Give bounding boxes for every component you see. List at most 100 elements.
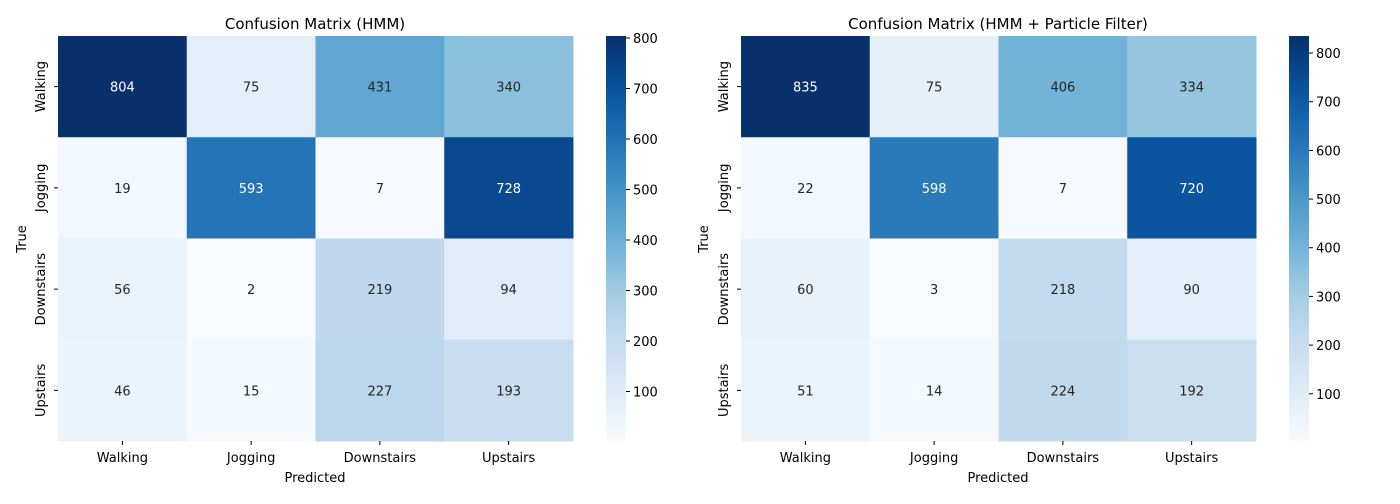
heatmap-cell	[869, 339, 999, 442]
heatmap-cell	[444, 238, 574, 341]
cell-value-label: 598	[922, 182, 947, 197]
heatmap-cell	[998, 238, 1128, 341]
colorbar: 100 200 300 400 500 600 700 800	[1289, 36, 1341, 441]
colorbar-tick-label: 600	[1316, 144, 1341, 159]
cell-value-label: 804	[110, 81, 135, 96]
x-axis-label: Predicted	[967, 471, 1028, 486]
y-tick-label: Jogging	[717, 164, 732, 213]
heatmap-cell	[315, 36, 445, 138]
chart-title: Confusion Matrix (HMM + Particle Filter)	[848, 15, 1148, 33]
colorbar-tick-label: 400	[1316, 242, 1341, 257]
colorbar-tick-label: 300	[1316, 290, 1341, 305]
cell-value-label: 51	[797, 384, 814, 399]
colorbar-tick-label: 500	[1316, 193, 1341, 208]
cell-value-label: 15	[243, 384, 260, 399]
heatmap-cell	[58, 339, 188, 442]
colorbar-tick-label: 800	[633, 32, 658, 47]
cell-value-label: 431	[367, 81, 392, 96]
heatmap-cell	[186, 238, 316, 341]
x-axis-label: Predicted	[284, 471, 345, 486]
x-tick-label: Jogging	[226, 451, 275, 466]
cell-value-label: 224	[1050, 384, 1075, 399]
heatmap-cells: 804 75 431 340 19 593 7 728 56 2 219 94 46 15 227 193	[58, 36, 574, 442]
cell-value-label: 19	[114, 182, 131, 197]
cell-value-label: 2	[247, 283, 255, 298]
heatmap-cell	[186, 36, 316, 138]
colorbar-tick-label: 700	[1316, 96, 1341, 111]
cell-value-label: 218	[1050, 283, 1075, 298]
heatmap-cell	[741, 339, 871, 442]
x-tick-label: Downstairs	[344, 451, 417, 466]
cell-value-label: 60	[797, 283, 814, 298]
y-tick-label: Downstairs	[34, 253, 49, 326]
cell-value-label: 728	[496, 182, 521, 197]
heatmap-cell	[998, 137, 1128, 239]
heatmap-cell	[315, 137, 445, 239]
cell-value-label: 7	[376, 182, 384, 197]
cell-value-label: 227	[367, 384, 392, 399]
colorbar-tick-label: 100	[633, 386, 658, 401]
y-tick-label: Downstairs	[717, 253, 732, 326]
cell-value-label: 334	[1179, 81, 1204, 96]
cell-value-label: 56	[114, 283, 131, 298]
heatmap-cell	[444, 339, 574, 442]
x-tick-label: Walking	[97, 451, 148, 466]
colorbar-tick-label: 100	[1316, 388, 1341, 403]
cell-value-label: 720	[1179, 182, 1204, 197]
heatmap-cell	[741, 238, 871, 341]
y-tick-label: Jogging	[34, 164, 49, 213]
y-tick-label: Walking	[717, 61, 732, 112]
cell-value-label: 14	[926, 384, 943, 399]
cell-value-label: 7	[1059, 182, 1067, 197]
heatmap-cell	[444, 36, 574, 138]
x-tick-label: Downstairs	[1027, 451, 1100, 466]
heatmap-cell	[444, 137, 574, 239]
cell-value-label: 593	[239, 182, 264, 197]
colorbar-gradient	[1289, 36, 1309, 441]
colorbar-tick-label: 600	[633, 133, 658, 148]
heatmap-cell	[998, 36, 1128, 138]
cell-value-label: 406	[1050, 81, 1075, 96]
cell-value-label: 22	[797, 182, 814, 197]
chart-title: Confusion Matrix (HMM)	[225, 15, 405, 33]
chart-hmm-particle-filter: Confusion Matrix (HMM + Particle Filter)…	[697, 15, 1341, 486]
y-tick-label: Upstairs	[34, 363, 49, 417]
heatmap-cell	[315, 339, 445, 442]
heatmap-cell	[58, 238, 188, 341]
y-tick-label: Upstairs	[717, 363, 732, 417]
y-tick-label: Walking	[34, 61, 49, 112]
heatmap-cell	[1127, 36, 1257, 138]
x-tick-labels: Walking Jogging Downstairs Upstairs	[97, 441, 536, 466]
y-tick-labels: Walking Jogging Downstairs Upstairs	[717, 61, 741, 417]
x-tick-label: Upstairs	[1165, 451, 1219, 466]
colorbar-tick-label: 800	[1316, 47, 1341, 62]
heatmap-cell	[1127, 137, 1257, 239]
colorbar: 100 200 300 400 500 600 700 800	[606, 32, 658, 441]
cell-value-label: 193	[496, 384, 521, 399]
colorbar-tick-label: 700	[633, 83, 658, 98]
cell-value-label: 75	[926, 81, 943, 96]
cell-value-label: 46	[114, 384, 131, 399]
cell-value-label: 219	[367, 283, 392, 298]
heatmap-cell	[869, 238, 999, 341]
colorbar-tick-label: 400	[633, 234, 658, 249]
y-axis-label: True	[697, 225, 712, 254]
colorbar-gradient	[606, 36, 626, 441]
heatmap-cell	[58, 36, 188, 138]
cell-value-label: 340	[496, 81, 521, 96]
y-axis-label: True	[15, 225, 30, 254]
heatmap-cell	[741, 36, 871, 138]
heatmap-cell	[741, 137, 871, 239]
cell-value-label: 94	[500, 283, 517, 298]
y-tick-labels: Walking Jogging Downstairs Upstairs	[34, 61, 58, 417]
x-tick-label: Jogging	[909, 451, 958, 466]
cell-value-label: 192	[1179, 384, 1204, 399]
x-tick-label: Walking	[780, 451, 831, 466]
colorbar-tick-label: 500	[633, 184, 658, 199]
cell-value-label: 75	[243, 81, 260, 96]
colorbar-tick-label: 200	[1316, 339, 1341, 354]
cell-value-label: 835	[793, 81, 818, 96]
cell-value-label: 3	[930, 283, 938, 298]
x-tick-label: Upstairs	[482, 451, 536, 466]
